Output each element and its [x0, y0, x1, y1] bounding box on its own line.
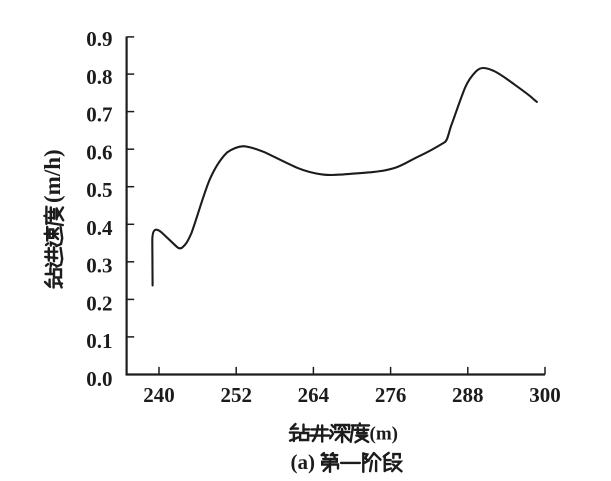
svg-text:0.7: 0.7: [86, 103, 112, 127]
svg-text:0.1: 0.1: [86, 329, 112, 353]
svg-text:0.9: 0.9: [86, 27, 112, 51]
svg-text:0.6: 0.6: [86, 140, 112, 164]
svg-text:300: 300: [529, 383, 561, 407]
svg-text:(m): (m): [370, 424, 398, 445]
svg-text:276: 276: [375, 383, 407, 407]
svg-text:252: 252: [220, 383, 252, 407]
svg-text:0.8: 0.8: [86, 65, 112, 89]
svg-text:(m/h): (m/h): [40, 149, 65, 203]
svg-text:0.0: 0.0: [86, 367, 112, 391]
svg-text:0.2: 0.2: [86, 291, 112, 315]
svg-text:0.4: 0.4: [86, 216, 113, 240]
svg-text:(a): (a): [291, 450, 316, 474]
svg-text:288: 288: [452, 383, 484, 407]
svg-text:264: 264: [298, 383, 330, 407]
svg-text:240: 240: [143, 383, 175, 407]
svg-text:0.3: 0.3: [86, 254, 112, 278]
svg-text:0.5: 0.5: [86, 178, 112, 202]
